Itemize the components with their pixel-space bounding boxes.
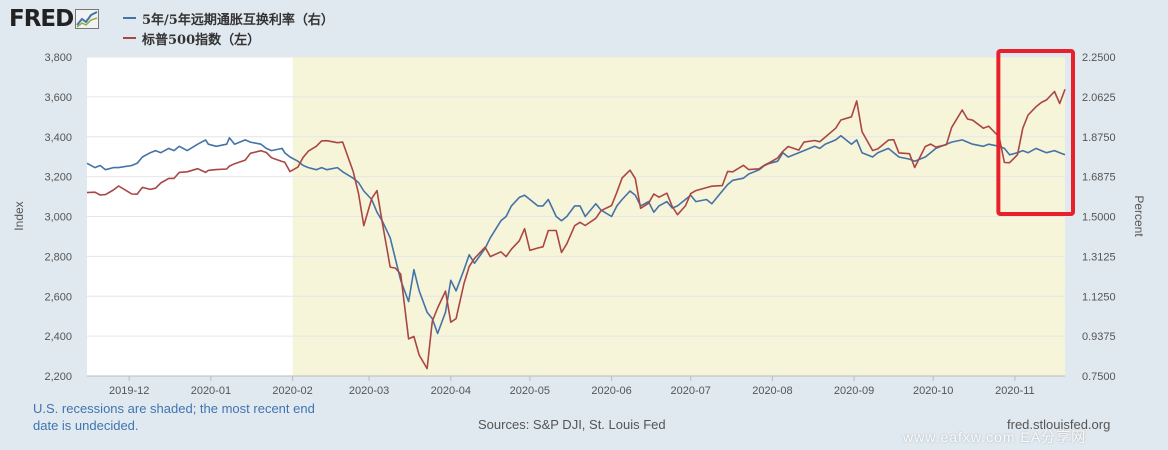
legend-label: 5年/5年远期通胀互换利率（右） — [142, 12, 334, 28]
watermark-text: www.eafxw.com EA分享网 — [903, 429, 1087, 445]
left-tick-label: 3,600 — [44, 92, 72, 104]
x-tick-label: 2020-01 — [191, 385, 231, 397]
x-tick-label: 2020-10 — [913, 385, 953, 397]
x-tick-label: 2020-08 — [752, 385, 792, 397]
sources-text: Sources: S&P DJI, St. Louis Fed — [478, 417, 666, 432]
left-tick-label: 2,800 — [44, 251, 72, 263]
highlight-rectangle — [996, 49, 1075, 216]
x-tick-label: 2020-02 — [272, 385, 312, 397]
right-tick-label: 1.6875 — [1082, 172, 1116, 184]
right-tick-label: 1.5000 — [1082, 212, 1116, 224]
right-tick-label: 1.3125 — [1082, 251, 1116, 263]
x-tick-label: 2020-09 — [834, 385, 874, 397]
x-axis-ticks: 2019-12 2020-01 2020-02 2020-03 2020-04 2020-… — [87, 375, 1065, 397]
right-tick-label: 1.8750 — [1082, 132, 1116, 144]
series-lines — [86, 89, 1066, 370]
right-axis-label: Percent — [1132, 195, 1146, 237]
legend-swatch-red — [123, 37, 136, 39]
x-tick-label: 2020-06 — [591, 385, 631, 397]
fred-logo[interactable]: FRED — [9, 6, 100, 32]
legend-item-sp500[interactable]: 标普500指数（左） — [123, 28, 334, 48]
right-axis-ticks: 0.7500 0.9375 1.1250 1.3125 1.5000 1.6875 1.87… — [1082, 52, 1116, 383]
x-tick-label: 2020-03 — [349, 385, 389, 397]
legend-label: 标普500指数（左） — [142, 32, 261, 48]
legend-swatch-blue — [123, 17, 136, 19]
x-tick-label: 2020-11 — [995, 385, 1035, 397]
fred-logo-text: FRED — [9, 6, 74, 32]
sp500-line — [86, 89, 1066, 370]
right-tick-label: 2.2500 — [1082, 52, 1116, 64]
x-tick-label: 2020-04 — [431, 385, 471, 397]
left-tick-label: 3,000 — [44, 212, 72, 224]
x-tick-label: 2019-12 — [109, 385, 149, 397]
left-tick-label: 2,600 — [44, 291, 72, 303]
left-tick-label: 3,800 — [44, 52, 72, 64]
left-tick-label: 3,400 — [44, 132, 72, 144]
right-tick-label: 2.0625 — [1082, 92, 1116, 104]
left-axis-ticks: 2,200 2,400 2,600 2,800 3,000 3,200 3,400 3,600… — [44, 52, 72, 383]
left-tick-label: 2,200 — [44, 371, 72, 383]
right-tick-label: 0.9375 — [1082, 331, 1116, 343]
recession-note: U.S. recessions are shaded; the most rec… — [33, 401, 315, 433]
left-tick-label: 3,200 — [44, 172, 72, 184]
left-tick-label: 2,400 — [44, 331, 72, 343]
left-axis-label: Index — [12, 201, 26, 230]
x-tick-label: 2020-05 — [510, 385, 550, 397]
site-link[interactable]: fred.stlouisfed.org — [1007, 417, 1111, 432]
gridlines — [87, 56, 1065, 377]
chart-legend: 5年/5年远期通胀互换利率（右） 标普500指数（左） — [123, 8, 334, 48]
right-tick-label: 1.1250 — [1082, 291, 1116, 303]
highlight-box — [996, 49, 1075, 216]
inflation-swap-line — [86, 134, 1066, 335]
legend-item-inflation-swap[interactable]: 5年/5年远期通胀互换利率（右） — [123, 8, 334, 28]
x-tick-label: 2020-07 — [670, 385, 710, 397]
line-chart-icon — [75, 9, 100, 29]
right-tick-label: 0.7500 — [1082, 371, 1116, 383]
